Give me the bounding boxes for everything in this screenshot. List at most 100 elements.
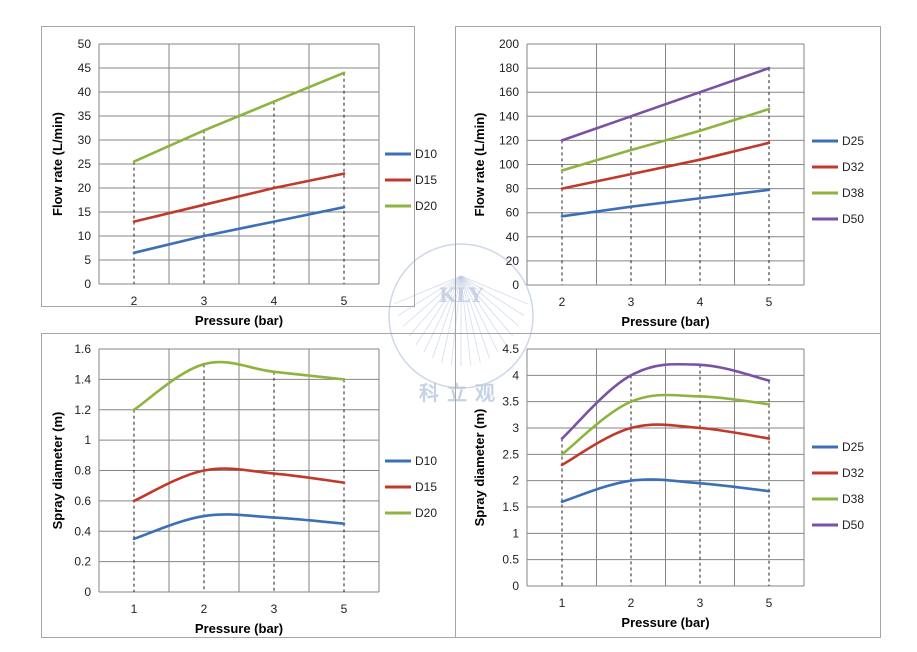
x-tick-label: 5 [341,602,348,616]
series-line-d50 [560,362,771,440]
data-point-d50-2 [629,115,633,118]
watermark-ray [460,275,481,363]
watermark-ray [460,275,520,327]
y-tick-label: 1 [512,526,519,540]
series-line-d20 [132,71,346,163]
series-line-d25 [560,188,771,218]
data-point-d25-3 [698,482,702,485]
watermark-ray [460,275,525,316]
data-point-d20-4 [342,378,346,381]
y-tick-label: 0 [84,585,91,599]
legend-label-d20: D20 [415,199,437,213]
y-tick-label: 1 [84,433,91,447]
data-point-d10-2 [202,514,206,518]
y-tick-label: 5 [84,253,91,267]
data-point-d25-1 [560,500,564,503]
series-line-d50 [560,66,771,142]
data-point-d32-4 [767,437,771,440]
data-point-d32-2 [629,426,633,430]
data-point-d25-4 [767,188,771,192]
y-tick-label: 20 [506,254,520,268]
y-tick-label: 20 [78,181,92,195]
watermark-ray [460,275,514,337]
data-point-d32-3 [698,158,702,161]
y-tick-label: 50 [78,37,92,51]
watermark-ring [388,243,534,389]
data-point-d38-4 [767,403,771,406]
data-point-d20-4 [342,71,346,75]
data-point-d15-2 [202,203,206,206]
watermark-ray [397,275,462,316]
y-tick-label: 35 [78,109,92,123]
watermark-ray [441,275,462,363]
series-line-d15 [132,172,346,223]
data-point-d20-2 [202,362,206,366]
y-tick-label: 2 [512,474,519,488]
data-point-d50-4 [767,379,771,382]
legend-label-d50: D50 [842,212,864,226]
chart-panel-3: 0 0.2 0.4 0.6 0.8 1 1.2 1.4 1.6 1 2 3 5 D10 D15 D20 Pres… [41,333,456,638]
watermark-ray [460,275,528,305]
x-tick-label: 5 [341,294,348,308]
chart-panel-4: 0 0.5 1 1.5 2 2.5 3 3.5 4 4.5 1 2 3 5 D25 D32 D38 D50 Pres… [455,333,881,638]
watermark-ray [460,275,499,353]
y-tick-label: 140 [499,109,519,123]
y-tick-label: 3.5 [502,395,519,409]
series-line-d32 [560,141,771,190]
data-point-d32-1 [560,463,564,467]
data-point-d10-4 [342,206,346,209]
data-point-d50-3 [698,363,702,366]
y-tick-label: 0 [512,278,519,292]
y-tick-label: 200 [499,37,519,51]
data-point-d32-3 [698,426,702,430]
data-point-d38-2 [629,148,633,152]
x-tick-label: 2 [559,295,566,309]
watermark-text: 科立观 [419,381,503,405]
x-tick-label: 2 [201,602,208,616]
watermark-ray [408,275,462,337]
x-axis-title: Pressure (bar) [621,314,709,329]
watermark-ray [432,275,462,359]
watermark-ray [460,275,490,359]
data-point-d10-3 [272,220,276,223]
y-tick-label: 10 [78,229,92,243]
data-point-d20-2 [202,129,206,132]
y-tick-label: 1.2 [74,403,91,417]
chart-panel-2: 0 20 40 60 80 100 120 140 160 180 200 2 3 4 5 D25 D32 D38… [455,26,881,334]
legend-label-d32: D32 [842,466,864,480]
chart-frame [41,26,415,307]
series-line-d38 [560,107,771,172]
x-tick-label: 1 [559,596,566,610]
series-line-d10 [132,513,346,541]
y-tick-label: 0.6 [74,494,91,508]
series-line-d10 [132,205,346,255]
series-line-d20 [132,360,346,412]
y-tick-label: 40 [78,85,92,99]
series-line-d38 [560,393,771,456]
data-point-d15-3 [272,186,276,190]
y-tick-label: 0.4 [74,524,91,538]
y-tick-label: 45 [78,61,92,75]
x-tick-label: 5 [766,295,773,309]
y-tick-label: 0.5 [502,553,519,567]
y-tick-label: 180 [499,61,519,75]
data-point-d32-4 [767,141,771,145]
data-point-d25-2 [629,479,633,482]
y-tick-label: 120 [499,133,519,147]
data-point-d15-2 [202,469,206,472]
y-tick-label: 25 [78,157,92,171]
data-point-d38-1 [560,453,564,456]
legend-label-d25: D25 [842,134,864,148]
data-point-d25-3 [698,197,702,200]
y-tick-label: 30 [78,133,92,147]
data-point-d25-1 [560,215,564,218]
y-tick-label: 3 [512,421,519,435]
x-tick-label: 1 [131,602,138,616]
watermark-ray [460,275,472,366]
data-point-d50-3 [698,91,702,94]
y-tick-label: 15 [78,205,92,219]
data-point-d32-1 [560,187,564,190]
data-point-d20-1 [132,160,136,163]
y-tick-label: 160 [499,85,519,99]
